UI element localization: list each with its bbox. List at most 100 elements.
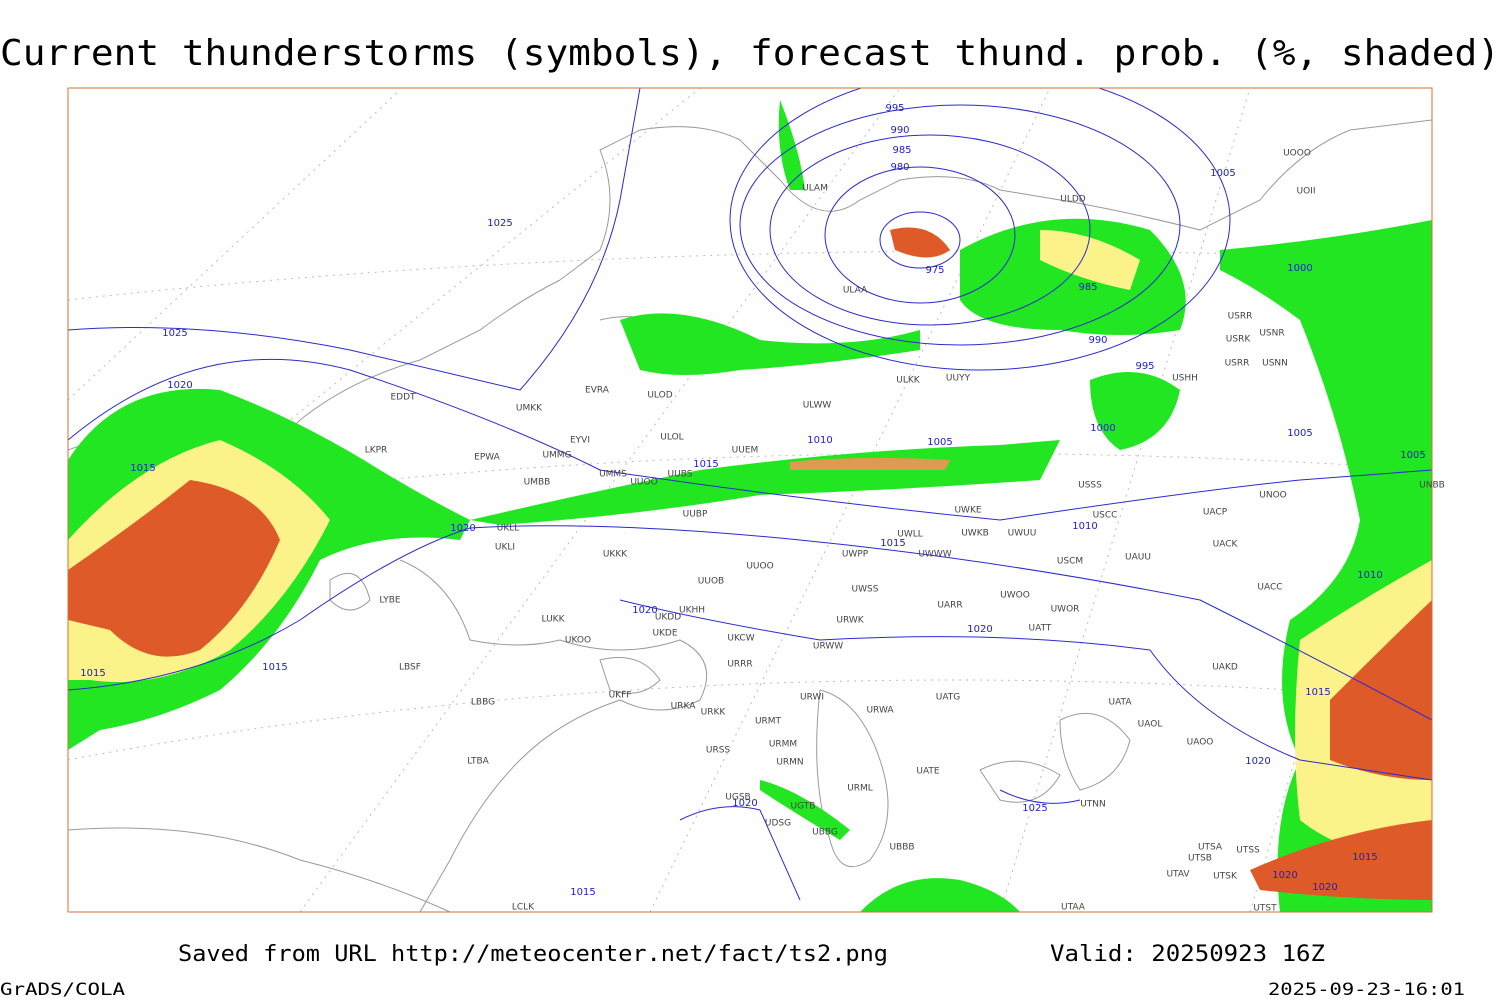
station-label: UWPP (842, 550, 869, 560)
station-label: UKHH (679, 606, 705, 616)
station-label: URWW (813, 642, 843, 652)
station-label: EYVI (570, 436, 590, 446)
station-label: UUBS (668, 470, 693, 480)
isobar-label: 1015 (1305, 687, 1330, 698)
timestamp: 2025-09-23-16:01 (1268, 980, 1465, 1000)
isobar-label: 985 (892, 145, 911, 156)
isobar-label: 1000 (1090, 423, 1115, 434)
station-label: USCM (1057, 557, 1083, 567)
isobar-label: 1015 (693, 459, 718, 470)
station-label: USRR (1225, 359, 1250, 369)
isobar-label: 1020 (1245, 756, 1270, 767)
station-label: UBBG (812, 828, 838, 838)
isobar-label: 1020 (1272, 870, 1297, 881)
isobar-label: 1020 (732, 798, 757, 809)
station-label: UUOO (746, 562, 773, 572)
station-label: UGTB (791, 802, 816, 812)
station-label: UUEM (732, 446, 759, 456)
isobars (68, 88, 1432, 901)
station-label: UACP (1203, 508, 1228, 518)
station-label: UAUU (1125, 553, 1151, 563)
station-label: ULOL (660, 433, 683, 443)
station-label: UTSK (1213, 872, 1238, 882)
station-label: UTSS (1236, 846, 1260, 856)
station-label: UUBP (683, 510, 708, 520)
station-label: UKOO (565, 636, 591, 646)
station-label: USRK (1226, 335, 1252, 345)
station-label: USSS (1078, 481, 1102, 491)
station-label: UTAV (1166, 870, 1190, 880)
station-label: URMN (776, 758, 803, 768)
station-label: UTST (1253, 904, 1277, 914)
station-label: EVRA (585, 386, 610, 396)
station-label: USHH (1172, 374, 1198, 384)
station-label: EPWA (474, 453, 501, 463)
station-label: URWI (800, 693, 824, 703)
isobar-label: 1025 (162, 328, 187, 339)
station-label: URSS (706, 746, 731, 756)
station-label: UWOR (1051, 605, 1080, 615)
station-label: UAKD (1212, 663, 1238, 673)
station-label: UWWW (918, 550, 951, 560)
station-label: UMKK (516, 404, 543, 414)
station-label: LBSF (399, 663, 421, 673)
isobar-label: 1005 (927, 437, 952, 448)
station-label: ULOD (647, 391, 672, 401)
isobar-label: 1015 (880, 538, 905, 549)
isobar-label: 1010 (807, 435, 832, 446)
station-label: UWKE (954, 506, 981, 516)
station-label: UNBB (1419, 481, 1445, 491)
station-label: ULAA (843, 286, 868, 296)
station-label: USNN (1262, 359, 1288, 369)
isobar-label: 1015 (130, 463, 155, 474)
station-label: LTBA (467, 757, 489, 767)
isobar-label: 1020 (167, 380, 192, 391)
valid-time: Valid: 20250923 16Z (1050, 942, 1325, 967)
isobar-label: 990 (1088, 335, 1107, 346)
station-label: UACC (1257, 583, 1282, 593)
station-label: UUOB (698, 577, 724, 587)
station-label: LYBE (379, 596, 400, 606)
station-label: UKCW (727, 634, 754, 644)
isobar-label: 1010 (1072, 521, 1097, 532)
isobar-label: 1005 (1400, 450, 1425, 461)
isobar-label: 1015 (1352, 852, 1377, 863)
station-label: UBBB (889, 843, 914, 853)
station-label: UKFF (609, 691, 632, 701)
station-label: LKPR (365, 446, 388, 456)
isobar-label: 995 (1135, 361, 1154, 372)
station-label: UARR (937, 601, 962, 611)
station-label: UKDD (655, 613, 681, 623)
station-label: UUYY (946, 374, 971, 384)
isobar-label: 1020 (450, 523, 475, 534)
station-label: UATG (936, 693, 961, 703)
station-label: UWKB (961, 529, 989, 539)
station-label: ULAM (802, 184, 828, 194)
station-label: URMT (755, 717, 782, 727)
station-label: UTAA (1061, 903, 1086, 913)
station-label: UACK (1213, 540, 1239, 550)
station-label: UMMG (542, 451, 571, 461)
station-label: UKKK (603, 550, 628, 560)
thunderstorm-probability-shading (68, 100, 1432, 912)
station-label: LCLK (512, 903, 535, 913)
station-label: UKDE (652, 629, 677, 639)
station-label: UMBB (524, 478, 551, 488)
station-label: UAOO (1187, 738, 1214, 748)
graticule (68, 88, 1432, 912)
station-label: EDDT (390, 393, 416, 403)
map-title: Current thunderstorms (symbols), forecas… (0, 33, 1500, 74)
isobar-label: 1015 (80, 668, 105, 679)
isobar-label: 980 (890, 162, 909, 173)
station-label: URWK (836, 616, 864, 626)
isobar-label: 1020 (1312, 882, 1337, 893)
isobar-label: 975 (925, 265, 944, 276)
isobar-label: 990 (890, 125, 909, 136)
station-label: UTSB (1188, 854, 1212, 864)
station-label: UWSS (852, 585, 879, 595)
station-label: UKLL (497, 524, 520, 534)
station-label: ULWW (803, 401, 832, 411)
station-label: UATT (1029, 624, 1052, 634)
station-label: UMMS (599, 470, 627, 480)
